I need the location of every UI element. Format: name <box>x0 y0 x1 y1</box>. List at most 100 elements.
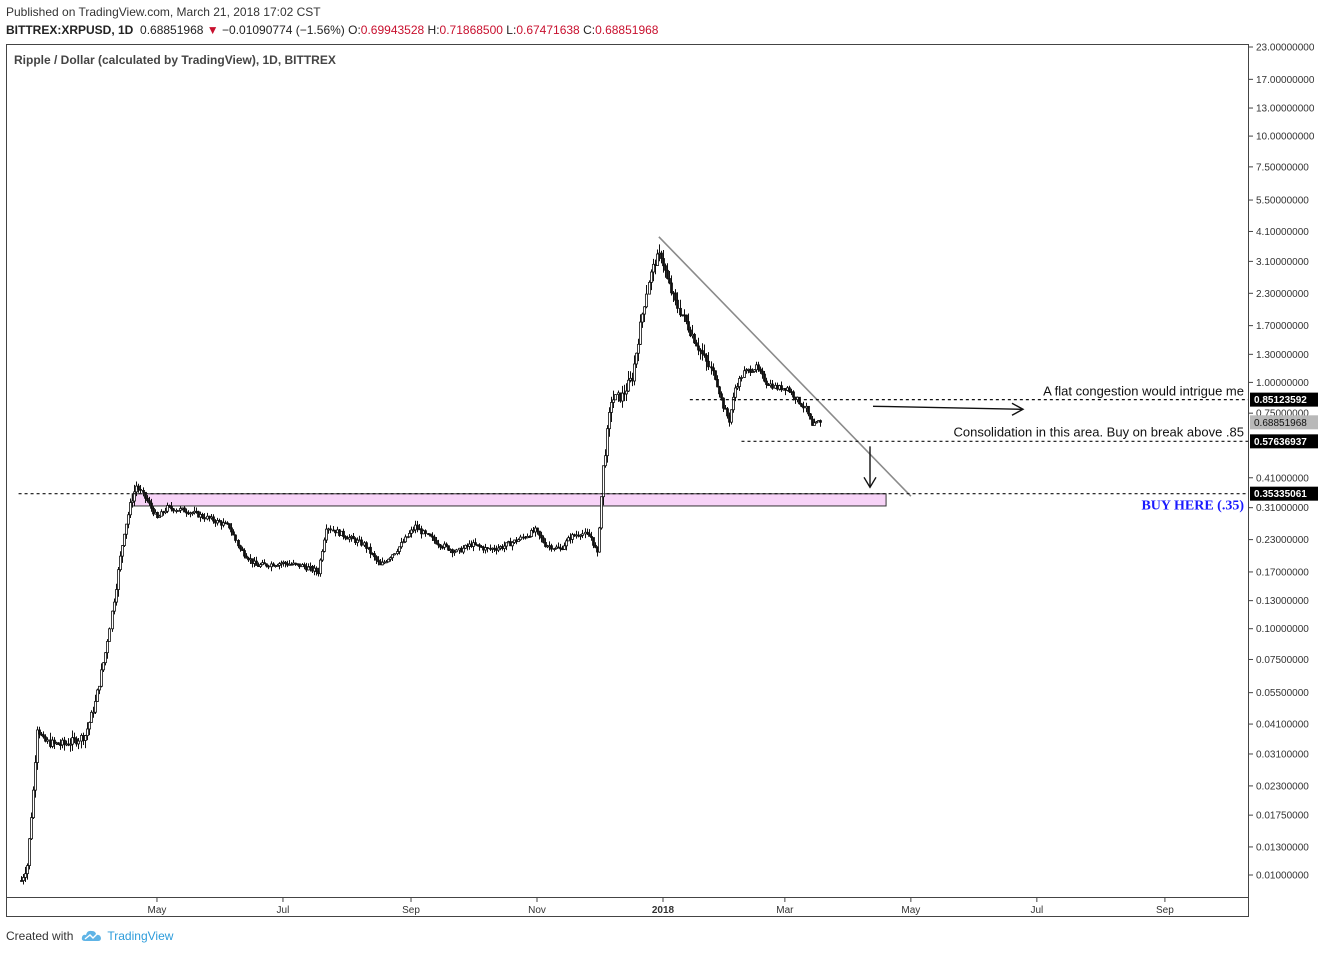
candle <box>307 563 310 571</box>
candle <box>183 506 186 513</box>
candle-body <box>137 485 140 490</box>
candle-body <box>156 512 159 519</box>
candle <box>761 367 764 379</box>
candle-body <box>146 497 149 502</box>
candle-body <box>323 539 326 552</box>
candle-body <box>410 529 413 534</box>
candle-body <box>212 516 215 522</box>
low-label: L: <box>506 23 517 37</box>
candle-body <box>387 558 390 563</box>
candle <box>439 544 442 551</box>
candle <box>265 563 268 568</box>
candle <box>689 326 692 338</box>
x-tick-label: Nov <box>528 905 546 916</box>
candle-body <box>119 555 122 571</box>
candle-body <box>610 402 613 413</box>
candle <box>212 514 215 524</box>
candle <box>63 736 66 751</box>
candle-body <box>255 560 258 566</box>
last-price-label-bg <box>1250 415 1318 430</box>
candle-body <box>815 421 818 424</box>
price-label: 0.35335061 <box>1254 489 1307 500</box>
candle-body <box>303 564 306 568</box>
candle-body <box>792 391 795 398</box>
candle <box>765 377 768 389</box>
y-tick-label: 7.50000000 <box>1256 162 1309 173</box>
y-tick-label: 13.00000000 <box>1256 104 1315 115</box>
candle-body <box>20 880 23 882</box>
candle <box>166 502 169 514</box>
candle <box>579 534 582 540</box>
candle <box>656 249 659 266</box>
candle <box>298 563 301 569</box>
candle <box>111 610 114 632</box>
candle-body <box>431 535 434 538</box>
candle <box>614 394 617 401</box>
candle-body <box>439 544 442 548</box>
candle <box>650 269 653 291</box>
candle <box>142 487 145 497</box>
candle <box>670 275 673 296</box>
candle-body <box>668 278 671 284</box>
candle-body <box>408 532 411 538</box>
candle <box>323 537 326 553</box>
candle-body <box>278 563 281 566</box>
candle-body <box>455 549 458 553</box>
candle <box>693 332 696 344</box>
y-tick-label: 0.02300000 <box>1256 781 1309 792</box>
candle-body <box>272 563 275 567</box>
close-label: C: <box>583 23 596 37</box>
candle-body <box>732 396 735 411</box>
candle <box>503 541 506 553</box>
candle-body <box>519 536 522 541</box>
y-axis: 23.00000000 17.00000000 13.00000000 10.0000… <box>1248 43 1315 882</box>
candle-body <box>69 743 72 746</box>
candle <box>550 543 553 552</box>
candle <box>400 537 403 549</box>
candle-body <box>348 537 351 540</box>
candle-body <box>123 533 126 546</box>
candle <box>412 526 415 533</box>
candle <box>718 385 721 398</box>
candle <box>800 402 803 408</box>
candle-body <box>656 253 659 266</box>
candle <box>652 258 655 282</box>
candle <box>819 419 822 427</box>
candle-body <box>736 386 739 389</box>
candle-body <box>375 556 378 561</box>
x-axis: May Jul Sep Nov 2018 Mar May Jul Sep <box>148 897 1174 916</box>
candle-body <box>722 397 725 409</box>
candle <box>712 363 715 376</box>
candle <box>402 538 405 544</box>
candle <box>104 652 107 666</box>
candle-body <box>191 512 194 515</box>
candle-body <box>84 735 87 741</box>
candle <box>46 737 49 744</box>
candle-body <box>404 536 407 543</box>
candle-body <box>590 535 593 538</box>
candle-body <box>462 547 465 553</box>
candle <box>571 532 574 544</box>
tradingview-link[interactable]: TradingView <box>81 929 173 943</box>
candle <box>94 694 97 715</box>
candle <box>701 343 704 361</box>
y-tick-label: 4.10000000 <box>1256 227 1309 238</box>
candle <box>148 496 151 506</box>
candle-body <box>648 281 651 295</box>
candle-body <box>716 379 719 388</box>
candle <box>695 339 698 347</box>
candle-body <box>542 537 545 543</box>
candle <box>315 566 318 576</box>
candle-body <box>505 542 508 547</box>
candle-body <box>24 873 27 878</box>
y-tick-label: 0.01750000 <box>1256 811 1309 822</box>
candle-body <box>811 418 814 426</box>
candle <box>511 541 514 551</box>
candle <box>451 548 454 558</box>
candle-body <box>662 258 665 267</box>
candle <box>329 525 332 534</box>
candle <box>377 556 380 566</box>
candle-body <box>586 531 589 535</box>
candle <box>57 742 60 745</box>
